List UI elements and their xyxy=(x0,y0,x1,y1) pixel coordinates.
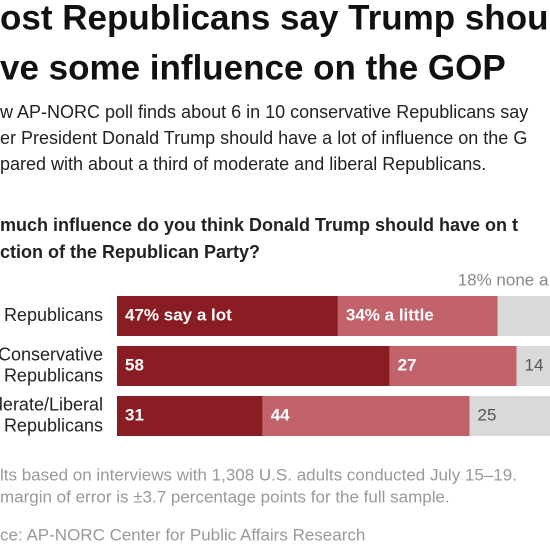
bar-segment xyxy=(497,296,550,336)
subtitle: pared with about a third of moderate and… xyxy=(0,154,486,174)
value-label: 27 xyxy=(398,355,417,374)
bar-segment xyxy=(516,346,550,386)
source: ce: AP-NORC Center for Public Affairs Re… xyxy=(0,525,365,544)
bar-segment xyxy=(117,396,263,436)
bar-segment xyxy=(469,396,550,436)
category-label: Republicans xyxy=(4,365,103,385)
value-label: 58 xyxy=(125,355,144,374)
value-label: 18% none a xyxy=(458,270,549,289)
category-label: oderate/Liberal xyxy=(0,394,103,414)
note: lts based on interviews with 1,308 U.S. … xyxy=(0,465,517,484)
question: ction of the Republican Party? xyxy=(0,242,260,262)
subtitle: er President Donald Trump should have a … xyxy=(0,128,527,148)
bar-segment xyxy=(117,296,338,336)
bar-segment xyxy=(337,296,498,336)
value-label: 34% a little xyxy=(346,305,434,324)
bar-segment xyxy=(117,346,390,386)
value-label: 14 xyxy=(525,355,544,374)
category-label: Conservative xyxy=(0,344,103,364)
category-label: Republicans xyxy=(4,305,103,325)
category-label: Republicans xyxy=(4,415,103,435)
chart-title: ost Republicans say Trump shou xyxy=(0,0,548,37)
bar-segment xyxy=(389,346,517,386)
value-label: 31 xyxy=(125,405,144,424)
value-label: 47% say a lot xyxy=(125,305,232,324)
value-label: 25 xyxy=(478,405,497,424)
note: margin of error is ±3.7 percentage point… xyxy=(0,487,450,506)
bar-segment xyxy=(262,396,470,436)
question: much influence do you think Donald Trump… xyxy=(0,215,518,235)
value-label: 44 xyxy=(271,405,290,424)
subtitle: w AP-NORC poll finds about 6 in 10 conse… xyxy=(0,102,528,122)
chart-title: ve some influence on the GOP xyxy=(0,48,506,87)
